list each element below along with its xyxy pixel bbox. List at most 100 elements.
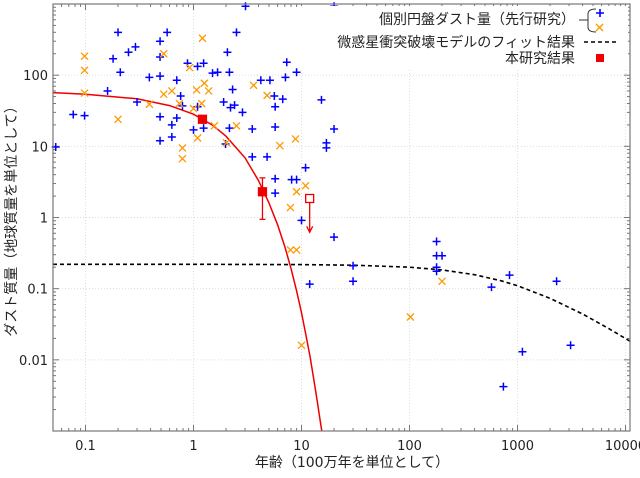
prior-point-plus <box>189 125 198 134</box>
x-axis-label: 年齢（100万年を単位として） <box>255 455 449 471</box>
prior-point-plus <box>270 91 279 100</box>
prior-point-plus <box>69 110 78 119</box>
prior-point-cross <box>189 104 198 113</box>
prior-point-plus <box>167 120 176 129</box>
x-tick-label: 0.1 <box>75 439 96 454</box>
prior-point-plus <box>199 124 208 133</box>
data-points <box>51 2 575 391</box>
prior-point-plus <box>432 267 441 276</box>
study-error-bar <box>259 177 266 221</box>
prior-point-cross <box>159 49 168 58</box>
prior-point-cross <box>210 121 219 130</box>
prior-point-cross <box>198 34 207 43</box>
prior-point-plus <box>305 280 314 289</box>
prior-point-cross <box>167 86 176 95</box>
prior-point-plus <box>114 28 123 37</box>
study-points <box>197 114 315 234</box>
prior-point-plus <box>131 42 140 51</box>
prior-point-plus <box>317 95 326 104</box>
prior-point-plus <box>292 175 301 184</box>
prior-point-cross <box>175 99 184 108</box>
prior-point-plus <box>281 73 290 82</box>
prior-point-cross <box>438 277 446 286</box>
x-tick-labels: 0.1 1 10 100 1000 10000 <box>75 439 640 454</box>
prior-point-plus <box>487 283 496 292</box>
prior-point-plus <box>228 85 237 94</box>
prior-point-plus <box>156 136 165 145</box>
legend-model-label: 微惑星衝突破壊モデルのフィット結果 <box>337 34 575 51</box>
prior-point-cross <box>192 85 201 94</box>
prior-point-plus <box>80 111 89 120</box>
prior-point-plus <box>213 68 222 77</box>
prior-point-cross <box>406 313 415 321</box>
prior-point-plus <box>156 37 165 46</box>
prior-point-plus <box>499 382 508 391</box>
prior-point-cross <box>185 63 194 72</box>
prior-point-cross <box>275 141 284 150</box>
y-tick-labels: 100 10 1 0.1 0.01 <box>19 69 48 369</box>
prior-point-plus <box>278 95 287 104</box>
prior-point-plus <box>349 277 358 286</box>
y-tick-label: 100 <box>23 69 48 84</box>
prior-point-plus <box>225 124 234 133</box>
prior-point-plus <box>248 152 257 161</box>
prior-point-cross <box>178 154 187 163</box>
prior-point-cross <box>286 245 295 254</box>
prior-point-plus <box>156 72 165 81</box>
prior-point-plus <box>223 48 232 57</box>
prior-point-cross <box>159 90 168 99</box>
prior-point-cross <box>197 99 206 108</box>
collision-model-fit-curve <box>53 263 630 342</box>
prior-point-plus <box>172 76 181 85</box>
study-fit-curve <box>53 91 323 431</box>
legend-cross-marker <box>595 23 604 32</box>
legend-prior-label: 個別円盤ダスト量（先行研究） <box>379 12 575 28</box>
x-tick-label: 10 <box>293 439 310 454</box>
prior-point-cross <box>292 245 301 254</box>
prior-point-plus <box>145 73 154 82</box>
legend: 個別円盤ダスト量（先行研究） 微惑星衝突破壊モデルのフィット結果 本研究結果 <box>300 6 628 70</box>
prior-point-cross <box>80 66 89 75</box>
plot-frame <box>52 3 631 432</box>
prior-point-cross <box>249 81 258 90</box>
prior-point-plus <box>256 76 265 85</box>
prior-point-plus <box>271 102 280 111</box>
prior-point-plus <box>133 97 142 106</box>
prior-point-plus <box>208 69 217 78</box>
study-point <box>197 114 208 124</box>
x-tick-label: 1 <box>189 439 197 454</box>
prior-point-plus <box>172 114 181 123</box>
prior-point-cross <box>292 187 301 196</box>
y-tick-label: 10 <box>31 140 48 155</box>
curves <box>53 91 630 431</box>
study-point-upper-limit <box>305 193 315 204</box>
prior-point-plus <box>238 108 247 117</box>
y-tick-label: 0.1 <box>27 283 48 298</box>
prior-point-cross <box>301 181 310 190</box>
x-tick-label: 1000 <box>501 439 534 454</box>
prior-point-plus <box>297 216 306 225</box>
upper-limit-arrowhead <box>306 225 314 234</box>
prior-point-plus <box>438 251 447 260</box>
prior-point-plus <box>566 341 575 350</box>
prior-point-cross <box>232 121 241 130</box>
prior-point-plus <box>176 91 185 100</box>
prior-point-plus <box>271 174 280 183</box>
prior-point-plus <box>518 347 527 356</box>
prior-point-plus <box>265 76 274 85</box>
prior-point-cross <box>80 89 89 98</box>
prior-point-plus <box>232 28 241 37</box>
prior-point-plus <box>349 261 358 270</box>
legend-study-label: 本研究結果 <box>505 51 575 67</box>
prior-point-plus <box>292 68 301 77</box>
prior-point-cross <box>200 79 209 88</box>
prior-point-plus <box>193 62 202 71</box>
prior-point-plus <box>219 97 228 106</box>
prior-point-cross <box>297 341 306 350</box>
prior-point-plus <box>322 143 331 152</box>
prior-point-plus <box>226 103 235 112</box>
prior-point-cross <box>114 115 122 124</box>
y-axis-label: ダスト質量（地球質量を単位として） <box>4 99 20 337</box>
prior-point-plus <box>271 122 280 131</box>
y-tick-label: 1 <box>40 212 48 227</box>
